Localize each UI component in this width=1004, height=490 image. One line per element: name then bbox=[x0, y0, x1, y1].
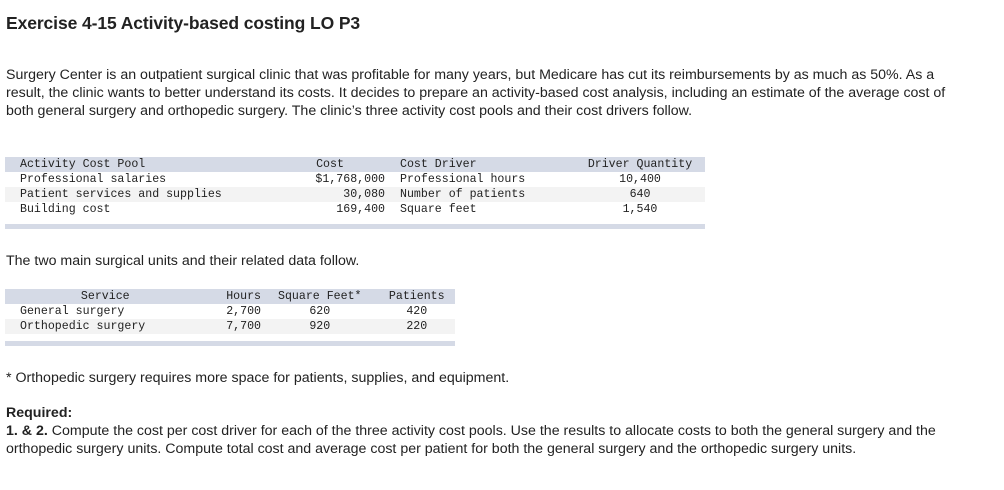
cell-quantity: 640 bbox=[629, 188, 651, 201]
header-activity-cost-pool: Activity Cost Pool bbox=[20, 158, 146, 171]
header-cost-driver: Cost Driver bbox=[400, 158, 477, 171]
required-item-text: Compute the cost per cost driver for eac… bbox=[6, 423, 936, 457]
cell-pool: Building cost bbox=[20, 203, 111, 216]
intro-paragraph: Surgery Center is an outpatient surgical… bbox=[6, 67, 946, 119]
surgical-units-intro: The two main surgical units and their re… bbox=[6, 253, 360, 269]
activity-cost-pool-table: Activity Cost Pool Cost Cost Driver Driv… bbox=[5, 157, 705, 217]
cell-cost: 169,400 bbox=[336, 203, 385, 216]
header-hours: Hours bbox=[226, 290, 262, 303]
exercise-title: Exercise 4-15 Activity-based costing LO … bbox=[6, 13, 361, 33]
table-header-row: Service Hours Square Feet* Patients bbox=[5, 289, 455, 304]
table-footer-band bbox=[5, 341, 455, 346]
header-service: Service bbox=[80, 290, 130, 303]
table-footer-band bbox=[5, 224, 705, 229]
cell-quantity: 1,540 bbox=[622, 203, 658, 216]
cell-pool: Patient services and supplies bbox=[20, 188, 222, 201]
cell-hours: 2,700 bbox=[226, 305, 262, 318]
header-square-feet: Square Feet* bbox=[278, 290, 362, 303]
cell-cost: 30,080 bbox=[343, 188, 385, 201]
required-item-number: 1. & 2. bbox=[6, 423, 48, 439]
service-data-table: Service Hours Square Feet* Patients Gene… bbox=[5, 289, 455, 334]
header-driver-quantity: Driver Quantity bbox=[587, 158, 693, 171]
cell-driver: Number of patients bbox=[400, 188, 526, 201]
cell-patients: 420 bbox=[406, 305, 428, 318]
cell-driver: Professional hours bbox=[400, 173, 526, 186]
cell-driver: Square feet bbox=[400, 203, 477, 216]
cell-patients: 220 bbox=[406, 320, 428, 333]
cell-square-feet: 920 bbox=[309, 320, 331, 333]
required-section: Required: 1. & 2. Compute the cost per c… bbox=[6, 404, 966, 458]
cell-cost: $1,768,000 bbox=[315, 173, 385, 186]
table-header-row: Activity Cost Pool Cost Cost Driver Driv… bbox=[5, 157, 705, 172]
table-row: Professional salaries $1,768,000 Profess… bbox=[5, 172, 705, 187]
cell-pool: Professional salaries bbox=[20, 173, 167, 186]
cell-hours: 7,700 bbox=[226, 320, 262, 333]
cell-quantity: 10,400 bbox=[619, 173, 661, 186]
footnote: * Orthopedic surgery requires more space… bbox=[6, 370, 510, 386]
header-patients: Patients bbox=[388, 290, 445, 303]
required-label: Required: bbox=[6, 405, 73, 421]
cell-service: General surgery bbox=[20, 305, 125, 318]
cell-service: Orthopedic surgery bbox=[20, 320, 146, 333]
table-row: Orthopedic surgery 7,700 920 220 bbox=[5, 319, 455, 334]
table-row: General surgery 2,700 620 420 bbox=[5, 304, 455, 319]
table-row: Patient services and supplies 30,080 Num… bbox=[5, 187, 705, 202]
table-row: Building cost 169,400 Square feet 1,540 bbox=[5, 202, 705, 217]
cell-square-feet: 620 bbox=[309, 305, 331, 318]
header-cost: Cost bbox=[316, 158, 344, 171]
